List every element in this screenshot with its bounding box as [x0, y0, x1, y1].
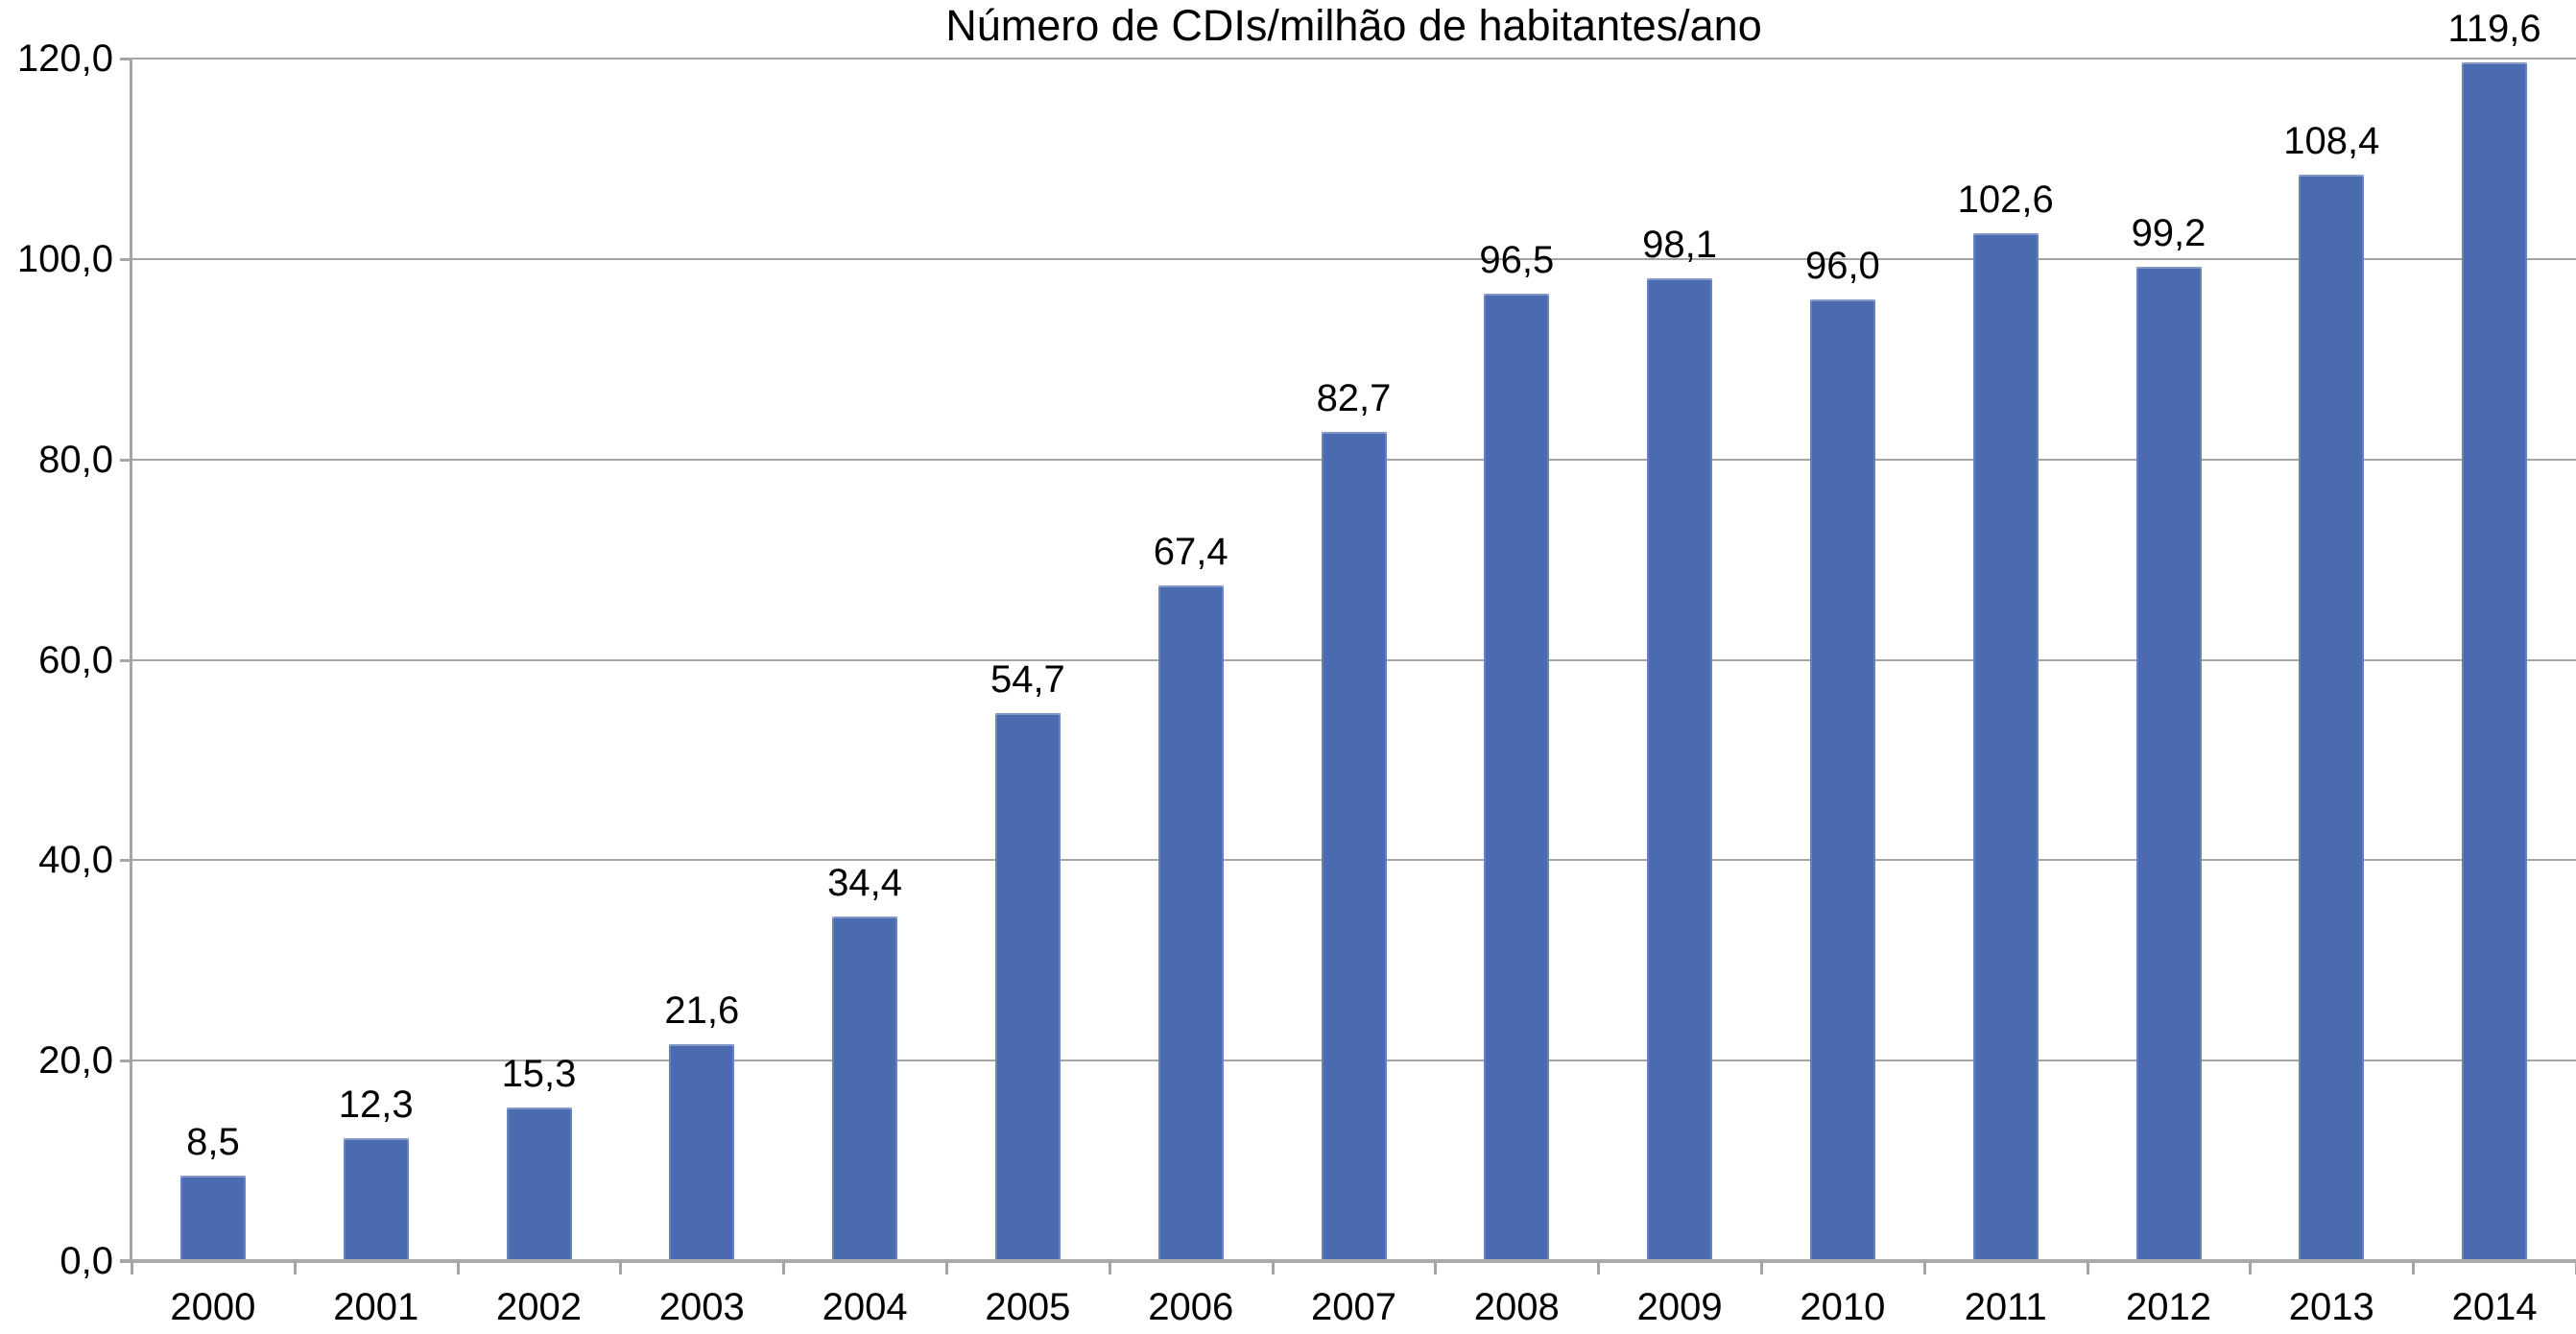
bar — [1157, 585, 1224, 1261]
x-axis-tick — [1108, 1261, 1111, 1274]
bar — [1647, 278, 1713, 1261]
bar-value-label: 8,5 — [186, 1121, 240, 1163]
bar-value-label: 96,0 — [1804, 245, 1880, 287]
x-axis-tick — [293, 1261, 297, 1274]
bar-value-label: 82,7 — [1316, 377, 1392, 419]
bar-value-label: 34,4 — [827, 862, 903, 904]
bar-value-label: 99,2 — [2131, 212, 2206, 254]
bar-value-label: 119,6 — [2447, 8, 2541, 50]
x-axis-category-label: 2001 — [333, 1286, 419, 1328]
bar — [2135, 267, 2202, 1261]
bar-value-label: 15,3 — [501, 1053, 577, 1095]
bar-value-label: 54,7 — [990, 658, 1065, 701]
bar-value-label: 12,3 — [338, 1084, 414, 1126]
x-axis-category-label: 2007 — [1311, 1286, 1396, 1328]
y-axis-tick-label: 20,0 — [38, 1039, 113, 1083]
y-axis-tick — [120, 658, 132, 662]
gridline — [131, 58, 2576, 60]
x-axis-category-label: 2010 — [1800, 1286, 1886, 1328]
x-axis-category-label: 2005 — [985, 1286, 1071, 1328]
x-axis-tick — [2086, 1261, 2089, 1274]
x-axis-category-label: 2008 — [1473, 1286, 1560, 1328]
y-axis-tick-label: 0,0 — [60, 1240, 113, 1282]
x-axis-category-label: 2012 — [2126, 1286, 2211, 1328]
bar-value-label: 102,6 — [1957, 179, 2054, 221]
bar — [669, 1044, 735, 1261]
x-axis-line — [120, 1259, 2576, 1263]
x-axis-category-label: 2013 — [2288, 1286, 2374, 1328]
x-axis-tick — [1922, 1261, 1926, 1274]
x-axis-tick — [945, 1261, 948, 1274]
bar-value-label: 108,4 — [2283, 120, 2380, 162]
bar — [179, 1176, 246, 1261]
x-axis-tick — [1597, 1261, 1601, 1274]
x-axis-category-label: 2009 — [1636, 1286, 1723, 1328]
x-axis-category-label: 2004 — [822, 1286, 908, 1328]
y-axis-tick — [120, 1060, 132, 1063]
y-axis-tick — [120, 859, 132, 863]
y-axis-tick-label: 40,0 — [38, 839, 113, 882]
bar — [343, 1138, 409, 1261]
y-axis-tick-label: 80,0 — [38, 438, 113, 481]
x-axis-tick — [1271, 1261, 1275, 1274]
y-axis-tick-label: 120,0 — [16, 37, 113, 80]
x-axis-tick — [2412, 1261, 2416, 1274]
x-axis-category-label: 2014 — [2451, 1286, 2538, 1328]
bar-value-label: 67,4 — [1153, 531, 1228, 573]
bar — [1321, 432, 1387, 1261]
bar-value-label: 96,5 — [1479, 239, 1555, 281]
x-axis-category-label: 2006 — [1148, 1286, 1234, 1328]
bar — [2299, 175, 2365, 1261]
x-axis-tick — [782, 1261, 786, 1274]
x-axis-tick — [1760, 1261, 1763, 1274]
y-axis-tick — [120, 458, 132, 462]
y-axis-tick — [120, 58, 132, 60]
bar — [832, 917, 898, 1261]
y-axis-tick-label: 100,0 — [16, 237, 113, 280]
x-axis-tick — [2249, 1261, 2253, 1274]
bar — [1809, 299, 1875, 1261]
x-axis-category-label: 2011 — [1964, 1286, 2047, 1328]
bar — [1972, 233, 2039, 1261]
bar-value-label: 21,6 — [664, 989, 740, 1032]
y-axis-tick — [120, 257, 132, 261]
bar-value-label: 98,1 — [1642, 224, 1718, 266]
bar — [506, 1108, 572, 1261]
x-axis-tick — [1434, 1261, 1438, 1274]
x-axis-category-label: 2002 — [496, 1286, 582, 1328]
bar — [2462, 62, 2528, 1261]
chart-title: Número de CDIs/milhão de habitantes/ano — [945, 1, 1762, 50]
x-axis-category-label: 2000 — [170, 1286, 256, 1328]
bar — [1484, 294, 1550, 1261]
bar — [994, 713, 1061, 1261]
x-axis-category-label: 2003 — [658, 1286, 745, 1328]
y-axis-tick — [120, 1260, 132, 1263]
x-axis-tick — [619, 1261, 623, 1274]
x-axis-tick — [456, 1261, 460, 1274]
x-axis-tick — [131, 1261, 133, 1274]
gridline — [131, 257, 2576, 260]
y-axis-tick-label: 60,0 — [38, 638, 113, 681]
